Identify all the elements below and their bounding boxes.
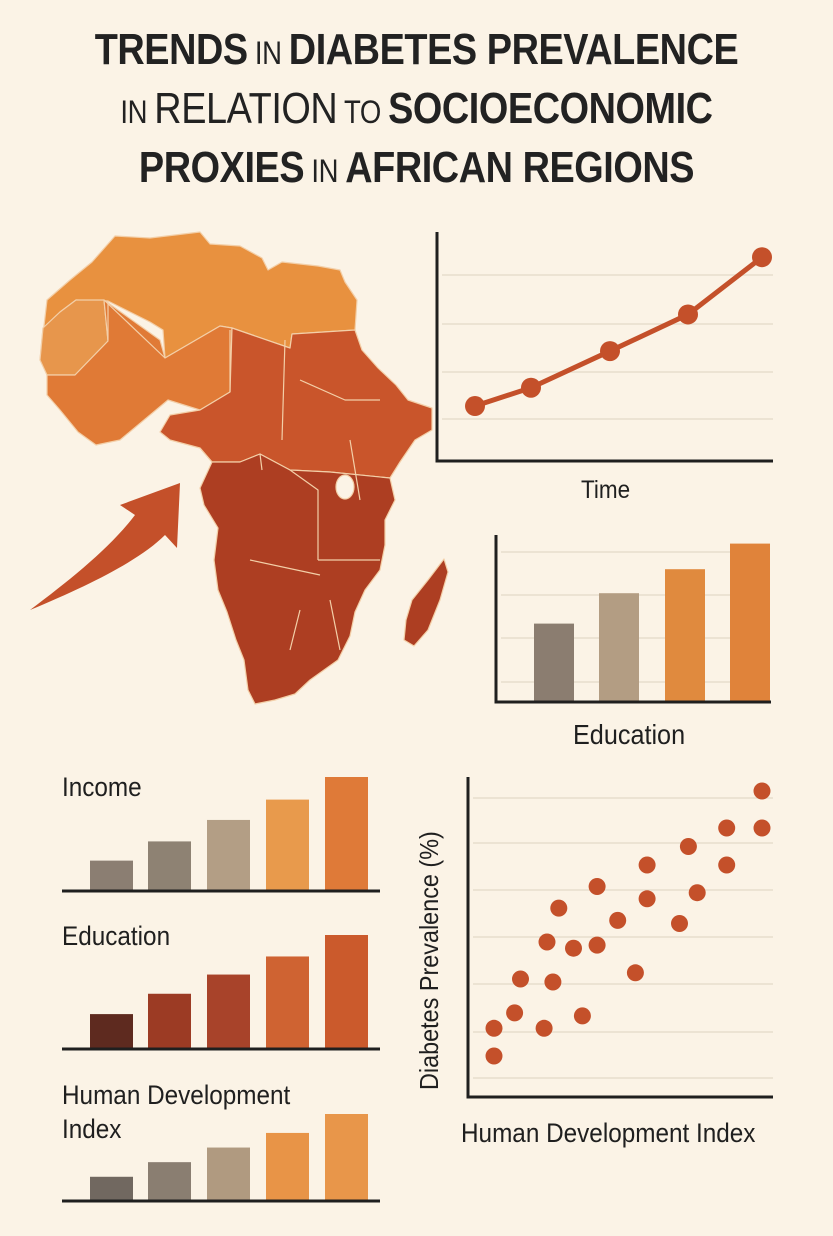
- scatter-point: [688, 884, 706, 902]
- bar: [534, 623, 574, 702]
- education-chart-title: Education: [62, 921, 171, 951]
- scatter-point: [535, 1019, 553, 1037]
- bar: [90, 1014, 133, 1048]
- data-point: [678, 304, 698, 325]
- scatter-point: [485, 1019, 503, 1037]
- map-region-madagascar: [403, 558, 449, 647]
- scatter-point: [588, 878, 606, 895]
- scatter-point: [753, 819, 771, 837]
- axis: [435, 232, 773, 463]
- data-point: [521, 377, 541, 398]
- bar: [325, 1114, 368, 1200]
- education-axis-label: Education: [573, 719, 686, 750]
- bar: [90, 860, 133, 890]
- curved-arrow-icon: [30, 483, 180, 610]
- scatter-point: [679, 838, 697, 855]
- bar: [266, 799, 309, 890]
- bar: [599, 593, 639, 702]
- bar: [148, 1162, 191, 1200]
- scatter-point: [573, 1007, 591, 1025]
- scatter-point: [626, 964, 644, 982]
- data-point: [465, 396, 485, 417]
- bar: [207, 974, 250, 1048]
- scatter-point: [538, 933, 556, 951]
- data-point: [752, 247, 772, 268]
- scatter-point: [718, 856, 736, 874]
- scatter-point: [544, 973, 562, 991]
- bar: [207, 1147, 250, 1200]
- hdi-chart-title: Human Development Index: [62, 1080, 291, 1144]
- bar: [207, 819, 250, 890]
- scatter-point: [512, 970, 529, 988]
- time-axis-label: Time: [581, 476, 631, 504]
- scatter-point: [550, 899, 568, 917]
- scatter-point: [609, 911, 627, 929]
- data-point: [600, 341, 620, 362]
- scatter-point: [506, 1004, 524, 1022]
- income-chart-title: Income: [62, 772, 142, 802]
- bar: [325, 777, 368, 890]
- bar: [325, 935, 368, 1048]
- bar: [148, 841, 191, 890]
- scatter-point: [671, 915, 688, 932]
- map-region-sahel: [46, 299, 233, 446]
- scatter-point: [753, 782, 771, 800]
- scatter-point: [588, 936, 606, 954]
- scatter-point: [638, 856, 656, 874]
- map-region-south: [199, 453, 396, 705]
- scatter-point: [638, 890, 656, 908]
- bar: [730, 543, 770, 702]
- title-line-2: IN RELATION TO SOCIOECONOMIC: [120, 84, 713, 133]
- bar: [266, 956, 309, 1048]
- scatter-point: [718, 819, 736, 837]
- page-title: TRENDS IN DIABETES PREVALENCE IN RELATIO…: [58, 22, 774, 199]
- title-line-1: TRENDS IN DIABETES PREVALENCE: [94, 25, 739, 74]
- bar: [266, 1132, 309, 1200]
- title-line-3: PROXIES IN AFRICAN REGIONS: [138, 143, 695, 192]
- scatter-point: [485, 1047, 503, 1065]
- bar: [90, 1176, 133, 1200]
- bar: [665, 569, 705, 702]
- scatter-y-axis-label: Diabetes Prevalence (%): [414, 831, 444, 1090]
- bar: [148, 993, 191, 1048]
- scatter-point: [565, 939, 582, 957]
- scatter-x-axis-label: Human Development Index: [461, 1118, 756, 1148]
